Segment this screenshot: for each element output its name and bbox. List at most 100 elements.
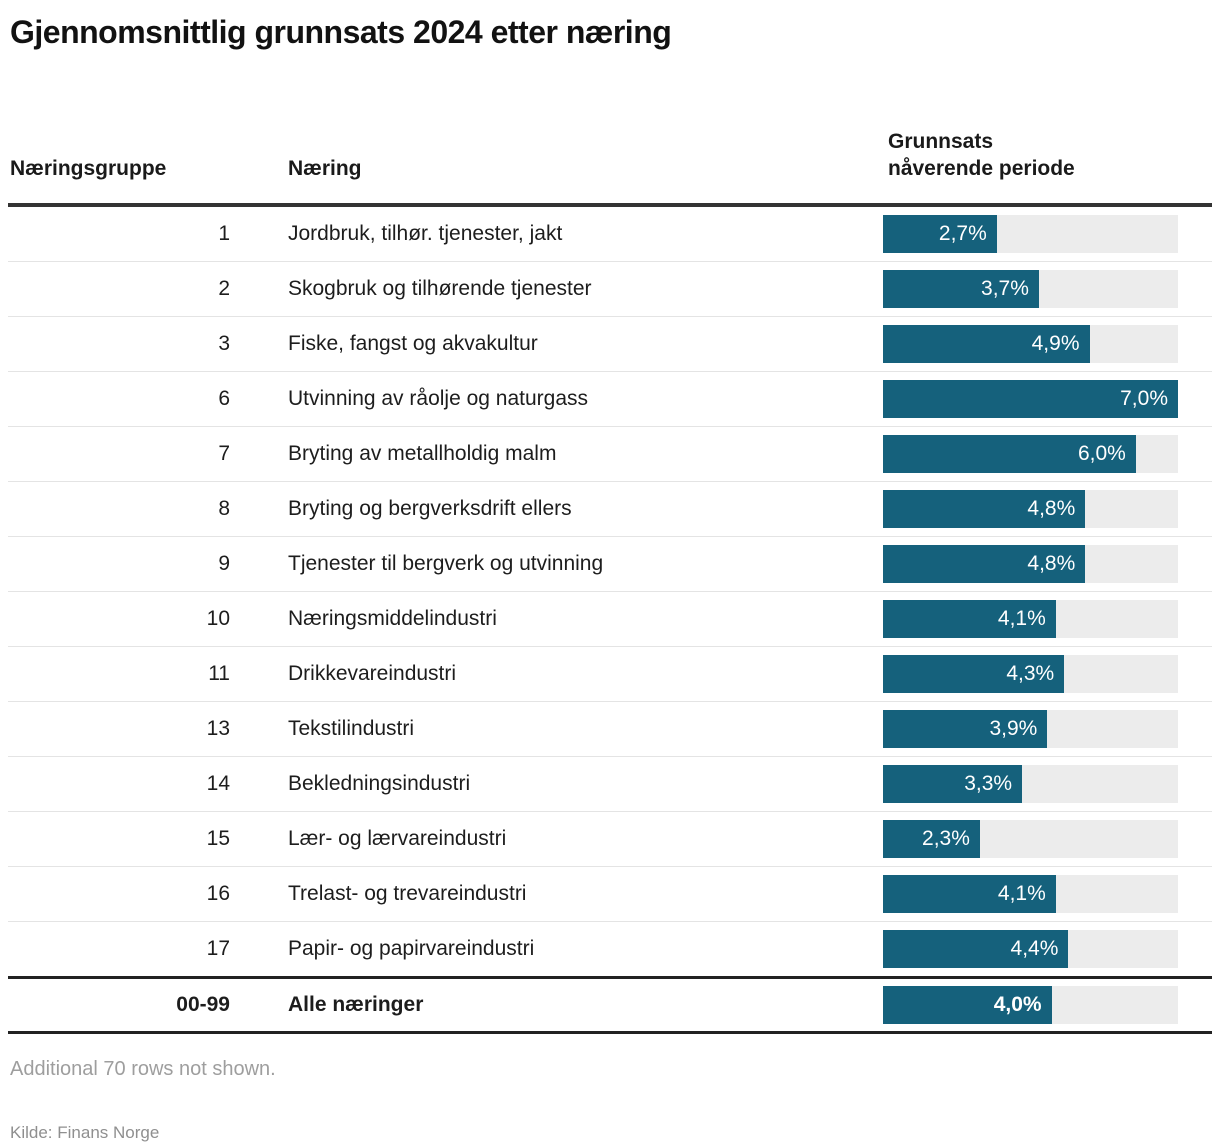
rate-bar-cell: 3,9%: [883, 710, 1212, 748]
rate-bar: 4,9%: [883, 325, 1090, 363]
bar-track: 3,3%: [883, 765, 1178, 803]
rate-value-label: 4,9%: [1031, 332, 1080, 355]
industry-name: Bryting av metallholdig malm: [288, 442, 557, 465]
rate-bar-cell: 3,3%: [883, 765, 1212, 803]
industry-group-code: 7: [218, 442, 230, 465]
bar-track: 2,7%: [883, 215, 1178, 253]
industry-name: Tjenester til bergverk og utvinning: [288, 552, 604, 575]
rate-value-label: 4,1%: [997, 607, 1046, 630]
rate-value-label: 2,3%: [922, 827, 970, 850]
bar-track: 4,4%: [883, 930, 1178, 968]
rate-value-label: 4,8%: [1027, 552, 1076, 575]
column-header-group: Næringsgruppe: [10, 157, 167, 180]
industry-name: Utvinning av råolje og naturgass: [288, 387, 589, 410]
page-title: Gjennomsnittlig grunnsats 2024 etter nær…: [10, 14, 672, 50]
industry-name: Skogbruk og tilhørende tjenester: [288, 277, 592, 300]
table-row: 16 Trelast- og trevareindustri 4,1%: [8, 866, 1212, 921]
table-row: 3 Fiske, fangst og akvakultur 4,9%: [8, 316, 1212, 371]
table-row: 9 Tjenester til bergverk og utvinning 4,…: [8, 536, 1212, 591]
industry-group-code: 1: [218, 222, 230, 245]
bar-track: 3,9%: [883, 710, 1178, 748]
rate-bar-cell: 4,1%: [883, 875, 1212, 913]
rate-bar: 4,8%: [883, 545, 1086, 583]
hidden-rows-note: Additional 70 rows not shown.: [10, 1058, 276, 1080]
bar-track: 4,8%: [883, 545, 1178, 583]
table-body: 1 Jordbruk, tilhør. tjenester, jakt 2,7%…: [8, 207, 1212, 1034]
rate-bar-cell: 2,3%: [883, 820, 1212, 858]
table-row: 13 Tekstilindustri 3,9%: [8, 701, 1212, 756]
industry-group-code: 8: [218, 497, 230, 520]
rate-bar-cell: 6,0%: [883, 435, 1212, 473]
rate-bar: 3,7%: [883, 270, 1039, 308]
industry-name: Bekledningsindustri: [288, 772, 471, 795]
column-header-rate-line2: nåverende periode: [888, 157, 1075, 180]
industry-name: Lær- og lærvareindustri: [288, 827, 507, 850]
rate-bar-cell: 4,0%: [883, 986, 1212, 1024]
rate-bar-cell: 4,1%: [883, 600, 1212, 638]
rate-bar: 3,3%: [883, 765, 1023, 803]
rate-value-label: 4,4%: [1010, 937, 1059, 960]
table-row: 2 Skogbruk og tilhørende tjenester 3,7%: [8, 261, 1212, 316]
bar-track: 4,3%: [883, 655, 1178, 693]
rate-bar-cell: 3,7%: [883, 270, 1212, 308]
source-credit: Kilde: Finans Norge: [10, 1123, 160, 1142]
industry-name: Trelast- og trevareindustri: [288, 882, 527, 905]
bar-track: 4,1%: [883, 600, 1178, 638]
rate-bar-cell: 4,8%: [883, 545, 1212, 583]
rate-bar: 4,0%: [883, 986, 1052, 1024]
rate-bar-cell: 4,9%: [883, 325, 1212, 363]
bar-track: 2,3%: [883, 820, 1178, 858]
table-row: 1 Jordbruk, tilhør. tjenester, jakt 2,7%: [8, 207, 1212, 261]
industry-group-code: 13: [206, 717, 230, 740]
rate-value-label: 4,1%: [997, 882, 1046, 905]
table-row: 11 Drikkevareindustri 4,3%: [8, 646, 1212, 701]
rate-value-label: 4,8%: [1027, 497, 1076, 520]
bar-track: 7,0%: [883, 380, 1178, 418]
industry-group-code: 17: [206, 937, 230, 960]
table-row: 7 Bryting av metallholdig malm 6,0%: [8, 426, 1212, 481]
rate-bar-cell: 7,0%: [883, 380, 1212, 418]
industry-group-code: 6: [218, 387, 230, 410]
rate-bar-cell: 4,3%: [883, 655, 1212, 693]
bar-track: 3,7%: [883, 270, 1178, 308]
rate-bar: 2,7%: [883, 215, 997, 253]
bar-track: 6,0%: [883, 435, 1178, 473]
rate-value-label: 7,0%: [1120, 387, 1168, 410]
column-header-rate-line1: Grunnsats: [888, 130, 994, 153]
bar-track: 4,1%: [883, 875, 1178, 913]
industry-name: Næringsmiddelindustri: [288, 607, 497, 630]
rate-value-label: 2,7%: [938, 222, 987, 245]
industry-group-code: 3: [218, 332, 230, 355]
industry-name: Alle næringer: [288, 993, 424, 1016]
table-header-row: Næringsgruppe Næring Grunnsats nåverende…: [8, 52, 1212, 207]
rate-bar: 3,9%: [883, 710, 1048, 748]
column-header-industry: Næring: [288, 157, 362, 180]
table-row: 10 Næringsmiddelindustri 4,1%: [8, 591, 1212, 646]
rate-value-label: 3,3%: [964, 772, 1013, 795]
industry-group-code: 15: [206, 827, 230, 850]
rate-bar-cell: 4,4%: [883, 930, 1212, 968]
industry-name: Tekstilindustri: [288, 717, 415, 740]
table-row: 00-99 Alle næringer 4,0%: [8, 976, 1212, 1034]
rate-bar: 4,3%: [883, 655, 1065, 693]
rate-bar-cell: 2,7%: [883, 215, 1212, 253]
rate-bar-cell: 4,8%: [883, 490, 1212, 528]
bar-track: 4,0%: [883, 986, 1178, 1024]
table-row: 6 Utvinning av råolje og naturgass 7,0%: [8, 371, 1212, 426]
table-row: 14 Bekledningsindustri 3,3%: [8, 756, 1212, 811]
rate-bar: 6,0%: [883, 435, 1136, 473]
rate-value-label: 3,9%: [989, 717, 1038, 740]
table-row: 17 Papir- og papirvareindustri 4,4%: [8, 921, 1212, 976]
bar-track: 4,9%: [883, 325, 1178, 363]
rate-bar: 2,3%: [883, 820, 980, 858]
rate-bar: 4,1%: [883, 875, 1056, 913]
industry-name: Drikkevareindustri: [288, 662, 457, 685]
rate-value-label: 6,0%: [1077, 442, 1126, 465]
rate-bar: 4,1%: [883, 600, 1056, 638]
industry-name: Jordbruk, tilhør. tjenester, jakt: [288, 222, 563, 245]
rate-value-label: 3,7%: [981, 277, 1029, 300]
industry-name: Fiske, fangst og akvakultur: [288, 332, 538, 355]
rate-bar: 4,4%: [883, 930, 1069, 968]
industry-group-code: 2: [218, 277, 230, 300]
